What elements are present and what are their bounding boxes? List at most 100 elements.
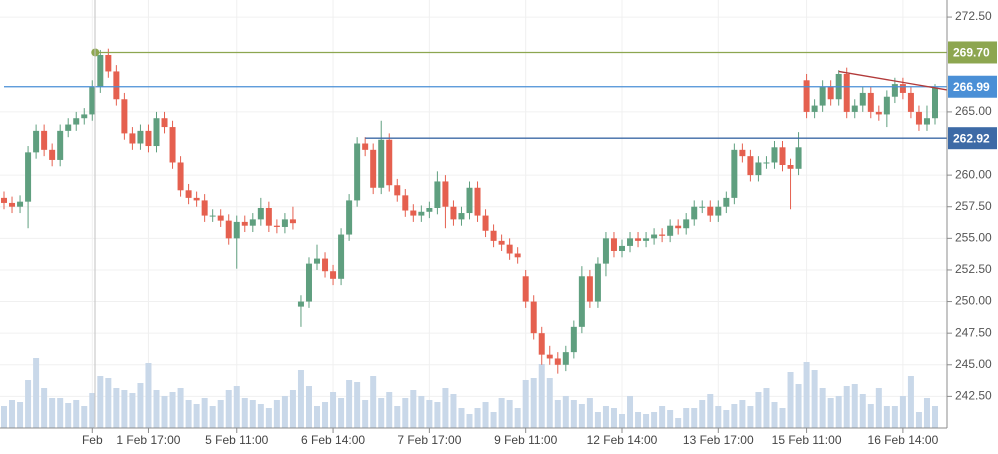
y-tick-label: 265.00	[955, 104, 992, 118]
volume-bar	[330, 392, 337, 428]
volume-bar	[883, 406, 890, 428]
candle-body	[209, 215, 216, 217]
volume-bar	[89, 393, 96, 428]
volume-bar	[827, 398, 834, 428]
volume-bar	[121, 390, 128, 428]
trend-line	[838, 70, 948, 91]
candle-body	[739, 149, 746, 157]
candle-body	[201, 200, 208, 216]
volume-bar	[723, 410, 730, 428]
volume-bar	[410, 390, 417, 428]
volume-bar	[635, 412, 642, 428]
y-tick-label: 255.00	[955, 231, 992, 245]
volume-bar	[354, 382, 361, 428]
candle-body	[723, 197, 730, 207]
volume-bar	[731, 404, 738, 428]
x-tick-label: 12 Feb 14:00	[587, 433, 658, 447]
candle-body	[779, 147, 786, 166]
candle-body	[297, 301, 304, 307]
volume-bar	[201, 398, 208, 428]
volume-bar	[49, 398, 56, 428]
candle-body	[715, 206, 722, 216]
volume-bar	[843, 386, 850, 428]
volume-bar	[875, 388, 882, 428]
candle-body	[859, 92, 866, 106]
candle-body	[129, 133, 136, 144]
volume-bar	[450, 394, 457, 428]
candle-body	[378, 139, 385, 188]
candle-body	[354, 143, 361, 201]
volume-bar	[33, 358, 40, 428]
candle-body	[65, 124, 72, 131]
candle-body	[675, 225, 682, 229]
volume-bar	[715, 406, 722, 428]
volume-bar	[819, 388, 826, 428]
candle-body	[41, 130, 48, 150]
candle-body	[755, 162, 762, 176]
volume-bar	[643, 414, 650, 428]
y-tick-label: 247.50	[955, 325, 992, 339]
candle-body	[546, 354, 553, 359]
candle-body	[932, 87, 938, 119]
candle-body	[314, 258, 321, 264]
candle-body	[25, 152, 32, 202]
volume-bar	[41, 388, 48, 428]
candle-body	[113, 71, 120, 100]
candle-body	[145, 130, 152, 147]
volume-bar	[915, 412, 922, 428]
x-tick-label: 7 Feb 17:00	[397, 433, 461, 447]
candle-body	[594, 263, 601, 302]
volume-bar	[651, 412, 658, 428]
candle-body	[851, 105, 858, 112]
y-tick-label: 252.50	[955, 262, 992, 276]
volume-bar	[145, 363, 152, 428]
candle-body	[843, 73, 850, 112]
volume-bar	[787, 372, 794, 428]
volume-bar	[81, 406, 88, 428]
volume-bar	[506, 400, 513, 428]
candle-body	[514, 253, 521, 258]
candle-body	[538, 333, 545, 355]
candle-body	[659, 234, 666, 236]
volume-bar	[851, 384, 858, 428]
volume-bar	[281, 396, 288, 428]
candle-body	[346, 200, 353, 235]
volume-bar	[305, 386, 312, 428]
candle-body	[554, 358, 561, 365]
x-tick-label: 6 Feb 14:00	[301, 433, 365, 447]
volume-bar	[795, 384, 802, 428]
volume-bar	[426, 400, 433, 428]
candle-body	[137, 130, 144, 144]
volume-bar	[25, 380, 32, 428]
volume-bar	[442, 388, 449, 428]
volume-bar	[835, 396, 842, 428]
volume-bar	[322, 402, 329, 428]
candle-body	[811, 105, 818, 112]
candle-body	[562, 352, 569, 365]
candle-body	[9, 202, 16, 207]
volume-bar	[137, 383, 144, 428]
candle-body	[153, 118, 160, 147]
candle-body	[747, 156, 754, 176]
x-tick-label: 15 Feb 11:00	[772, 433, 842, 447]
volume-bar	[233, 386, 240, 428]
volume-bar	[891, 406, 898, 428]
candle-body	[177, 162, 184, 191]
volume-bar	[193, 404, 200, 428]
volume-bar	[225, 390, 232, 428]
candle-body	[434, 181, 441, 208]
volume-bar	[498, 398, 505, 428]
volume-bar	[105, 378, 112, 428]
volume-bar	[314, 406, 321, 428]
volume-bar	[249, 400, 256, 428]
candle-body	[891, 84, 898, 97]
level-box	[948, 75, 997, 98]
candle-body	[466, 187, 473, 214]
volume-bar	[161, 396, 168, 428]
candle-body	[522, 276, 529, 302]
volume-bar	[17, 402, 24, 428]
candle-body	[474, 187, 481, 216]
candle-body	[330, 271, 337, 279]
candle-body	[803, 80, 810, 112]
